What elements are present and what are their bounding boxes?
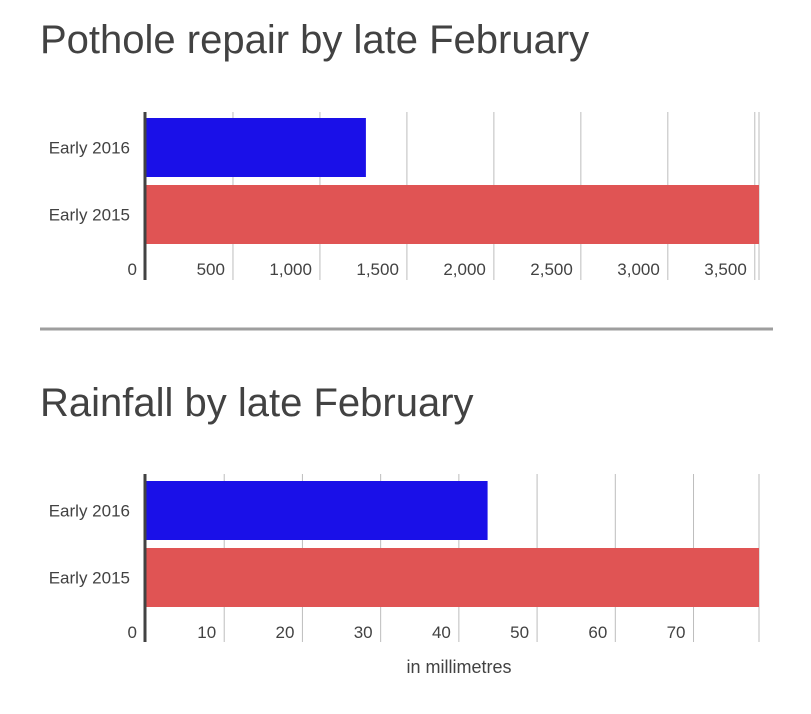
bar-early-2015 [145, 548, 759, 607]
tick-label-2500: 2,500 [530, 260, 573, 279]
tick-label-30: 30 [354, 623, 373, 642]
category-label-early-2016: Early 2016 [49, 502, 130, 521]
tick-label-3500: 3,500 [704, 260, 747, 279]
tick-label-1500: 1,500 [356, 260, 399, 279]
chart-title-2: Rainfall by late February [40, 381, 474, 425]
tick-label-70: 70 [667, 623, 686, 642]
x-axis-label: in millimetres [406, 657, 511, 677]
tick-label-0: 0 [128, 623, 137, 642]
tick-label-1000: 1,000 [269, 260, 312, 279]
category-label-early-2015: Early 2015 [49, 206, 130, 225]
tick-label-3000: 3,000 [617, 260, 660, 279]
tick-label-60: 60 [588, 623, 607, 642]
tick-label-50: 50 [510, 623, 529, 642]
category-label-early-2016: Early 2016 [49, 139, 130, 158]
tick-label-40: 40 [432, 623, 451, 642]
tick-label-20: 20 [276, 623, 295, 642]
chart-title-1: Pothole repair by late February [40, 18, 589, 62]
category-label-early-2015: Early 2015 [49, 569, 130, 588]
bar-early-2016 [145, 481, 488, 540]
tick-label-0: 0 [128, 260, 137, 279]
bar-early-2015 [145, 185, 759, 244]
bar-early-2016 [145, 118, 366, 177]
tick-label-10: 10 [197, 623, 216, 642]
tick-label-500: 500 [197, 260, 225, 279]
tick-label-2000: 2,000 [443, 260, 486, 279]
